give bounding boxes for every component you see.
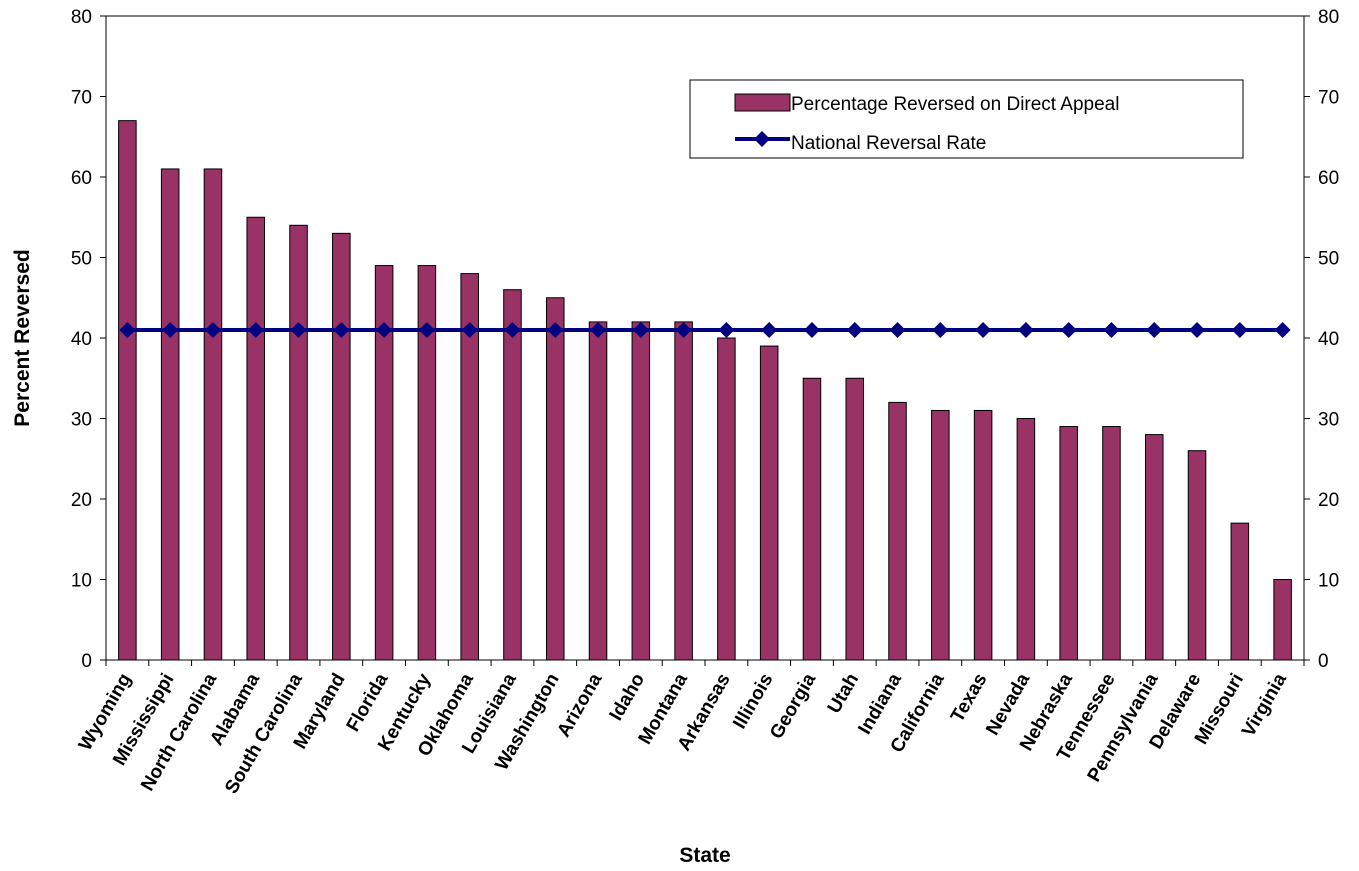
bar-alabama [246,216,266,661]
national-rate-marker [718,321,735,338]
y-tick-label-left: 50 [71,249,92,270]
national-rate-marker [333,321,350,338]
y-tick-label-right: 20 [1318,490,1339,511]
y-tick-label-left: 70 [71,88,92,109]
y-tick-label-right: 80 [1318,7,1339,28]
national-rate-marker [846,321,863,338]
bar-mississippi [160,168,180,661]
national-rate-marker [162,321,179,338]
legend-box [689,79,1244,159]
bar-wyoming [118,120,137,661]
y-tick-label-right: 60 [1318,168,1339,189]
bar-indiana [888,401,907,661]
legend-swatch-marker [754,131,770,147]
bar-kentucky [417,265,437,661]
national-rate-marker [418,321,435,338]
y-tick-label-left: 0 [81,651,92,672]
y-tick-label-left: 60 [71,168,92,189]
x-axis-title: State [679,844,730,867]
national-rate-marker [1103,321,1120,338]
y-tick-label-right: 0 [1318,651,1329,672]
national-rate-marker [204,321,221,338]
bar-virginia [1273,579,1292,661]
national-rate-marker [932,321,949,338]
bar-georgia [802,377,822,661]
national-rate-marker [547,321,564,338]
bar-maryland [332,232,351,661]
y-tick-label-left: 40 [71,329,92,350]
y-tick-label-right: 10 [1318,571,1339,592]
national-rate-marker [247,321,264,338]
national-rate-marker [119,321,136,338]
national-rate-marker [1060,321,1077,338]
national-rate-marker [1231,321,1248,338]
national-rate-marker [590,321,607,338]
national-rate-marker [1017,321,1034,338]
bar-south-carolina [289,224,308,661]
national-rate-marker [1274,321,1291,338]
y-tick-label-left: 10 [71,571,92,592]
national-rate-marker [975,321,992,338]
bar-washington [545,297,565,661]
y-tick-label-right: 70 [1318,88,1339,109]
bar-pennsylvania [1144,434,1164,661]
y-tick-label-left: 20 [71,490,92,511]
y-tick-label-left: 30 [71,410,92,431]
legend-label-bar: Percentage Reversed on Direct Appeal [791,94,1119,115]
x-tick-label: Idaho [606,670,650,724]
bar-utah [845,377,865,661]
national-rate-marker [632,321,649,338]
bar-idaho [631,321,651,661]
bar-tennessee [1102,426,1121,661]
y-tick-label-right: 40 [1318,329,1339,350]
national-rate-marker [290,321,307,338]
bar-illinois [759,345,779,661]
y-tick-label-right: 50 [1318,249,1339,270]
bar-nebraska [1059,426,1078,661]
national-rate-line-layer [119,321,1291,338]
legend-label-line: National Reversal Rate [791,133,986,154]
legend-swatch-bar [734,93,791,112]
bar-oklahoma [460,273,479,661]
bar-arkansas [717,337,736,661]
x-tick-label: Utah [824,670,863,717]
national-rate-marker [1146,321,1163,338]
y-axis-title: Percent Reversed [11,249,34,426]
bar-louisiana [503,289,522,661]
bar-texas [973,409,993,661]
legend: Percentage Reversed on Direct Appeal Nat… [689,79,1244,159]
national-rate-marker [889,321,906,338]
bar-montana [674,321,693,661]
bar-missouri [1230,522,1250,661]
x-tick-label: Texas [947,670,991,726]
bar-florida [374,265,394,661]
national-rate-marker [1189,321,1206,338]
national-rate-marker [761,321,778,338]
y-tick-label-left: 80 [71,7,92,28]
bar-arizona [588,321,608,661]
bar-north-carolina [203,168,223,661]
national-rate-marker [504,321,521,338]
bar-delaware [1187,450,1207,661]
national-rate-marker [461,321,478,338]
national-rate-marker [675,321,692,338]
bar-california [931,409,950,661]
y-tick-label-right: 30 [1318,410,1339,431]
bar-nevada [1016,418,1036,661]
national-rate-marker [803,321,820,338]
national-rate-marker [376,321,393,338]
